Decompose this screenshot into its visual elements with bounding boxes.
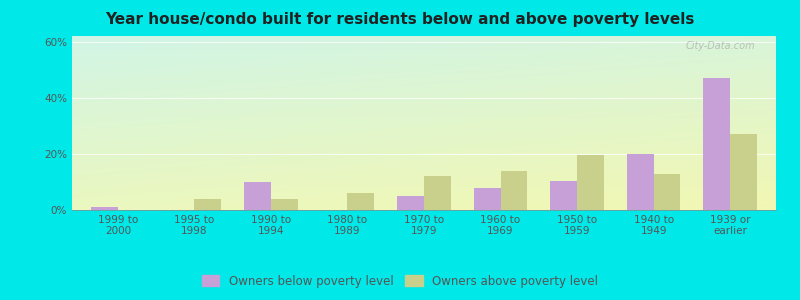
Bar — [626, 154, 654, 210]
Bar — [91, 207, 118, 210]
Bar — [577, 155, 604, 210]
Bar — [703, 78, 730, 210]
Bar — [550, 181, 577, 210]
Bar — [271, 199, 298, 210]
Legend: Owners below poverty level, Owners above poverty level: Owners below poverty level, Owners above… — [198, 271, 602, 291]
Bar — [347, 193, 374, 210]
Bar — [424, 176, 450, 210]
Bar — [398, 196, 424, 210]
Bar — [244, 182, 271, 210]
Bar — [194, 199, 222, 210]
Text: Year house/condo built for residents below and above poverty levels: Year house/condo built for residents bel… — [106, 12, 694, 27]
Bar — [730, 134, 757, 210]
Text: City-Data.com: City-Data.com — [686, 41, 755, 51]
Bar — [501, 171, 527, 210]
Bar — [654, 173, 680, 210]
Bar — [474, 188, 501, 210]
